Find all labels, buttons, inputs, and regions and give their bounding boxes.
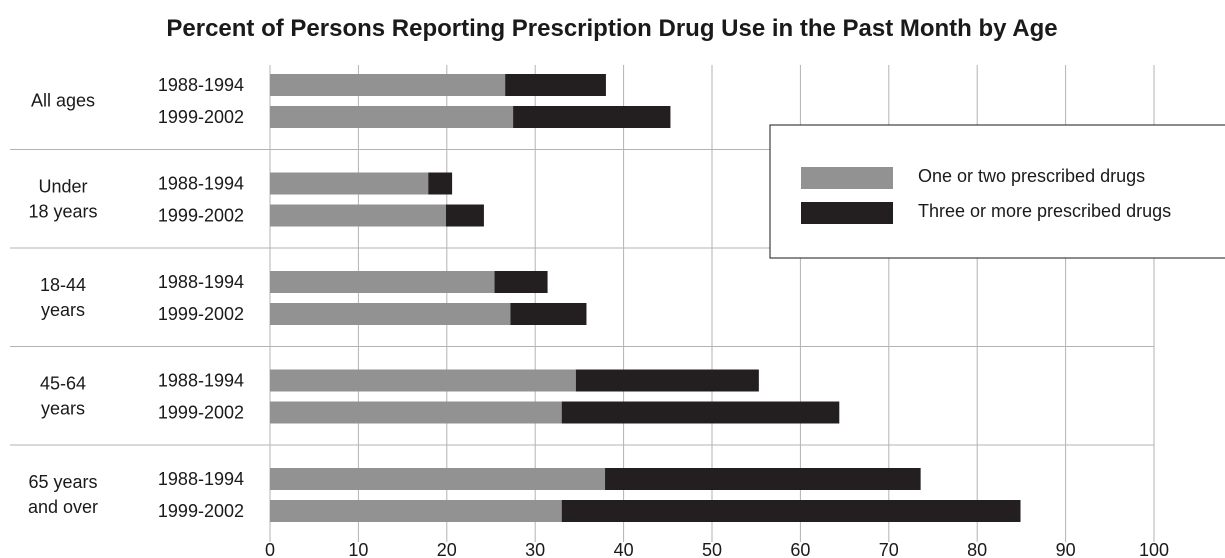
legend-swatch-one-or-two bbox=[801, 167, 893, 189]
group-label: All ages bbox=[31, 90, 95, 110]
x-tick-label: 30 bbox=[525, 540, 545, 558]
period-label: 1988-1994 bbox=[158, 371, 244, 391]
group-labels: All ages Under 18 years 18-44 years 45-64 year… bbox=[28, 90, 98, 517]
group-label-line: 18 years bbox=[28, 201, 97, 221]
bar-segment-three-or-more bbox=[445, 204, 484, 227]
bar-segment-three-or-more bbox=[428, 172, 453, 195]
bar-segment-three-or-more bbox=[494, 271, 548, 293]
period-label: 1999-2002 bbox=[158, 403, 244, 423]
x-axis-tick-labels: 0 10 20 30 40 50 60 70 80 90 100 bbox=[265, 540, 1169, 558]
period-label: 1988-1994 bbox=[158, 469, 244, 489]
bars bbox=[270, 74, 1021, 522]
bar-segment-one-or-two bbox=[270, 401, 562, 424]
x-tick-label: 60 bbox=[790, 540, 810, 558]
group-label-line: 18-44 bbox=[40, 275, 86, 295]
group-label-line: 45-64 bbox=[40, 373, 86, 393]
x-tick-label: 20 bbox=[437, 540, 457, 558]
group-label-line: years bbox=[41, 300, 85, 320]
group-label-line: years bbox=[41, 398, 85, 418]
x-tick-label: 70 bbox=[879, 540, 899, 558]
bar-segment-three-or-more bbox=[561, 401, 840, 424]
legend-label-one-or-two: One or two prescribed drugs bbox=[918, 166, 1145, 186]
group-label: 65 years and over bbox=[28, 472, 98, 517]
group-label-line: and over bbox=[28, 497, 98, 517]
legend-box bbox=[769, 124, 1225, 259]
x-tick-label: 90 bbox=[1056, 540, 1076, 558]
period-label: 1999-2002 bbox=[158, 501, 244, 521]
bar-segment-one-or-two bbox=[270, 74, 506, 96]
x-tick-label: 10 bbox=[348, 540, 368, 558]
bar-segment-three-or-more bbox=[505, 74, 606, 96]
group-label: Under 18 years bbox=[28, 176, 97, 221]
bar-segment-one-or-two bbox=[270, 204, 446, 227]
legend-swatch-three-or-more bbox=[801, 202, 893, 224]
legend-label-three-or-more: Three or more prescribed drugs bbox=[918, 201, 1171, 221]
chart-title: Percent of Persons Reporting Prescriptio… bbox=[166, 15, 1057, 42]
period-labels: 1988-1994 1999-2002 1988-1994 1999-2002 1988… bbox=[158, 75, 244, 521]
group-label-line: Under bbox=[38, 176, 87, 196]
x-tick-label: 40 bbox=[614, 540, 634, 558]
period-label: 1988-1994 bbox=[158, 174, 244, 194]
x-tick-label: 0 bbox=[265, 540, 275, 558]
bar-segment-three-or-more bbox=[575, 369, 759, 392]
bar-segment-one-or-two bbox=[270, 303, 511, 325]
bar-segment-one-or-two bbox=[270, 172, 429, 195]
bar-segment-one-or-two bbox=[270, 468, 606, 490]
group-label: 45-64 years bbox=[40, 373, 86, 418]
group-label: 18-44 years bbox=[40, 275, 86, 320]
bar-segment-one-or-two bbox=[270, 271, 495, 293]
bar-segment-one-or-two bbox=[270, 369, 576, 392]
bar-segment-three-or-more bbox=[513, 106, 671, 128]
bar-segment-three-or-more bbox=[510, 303, 587, 325]
x-tick-label: 50 bbox=[702, 540, 722, 558]
legend: One or two prescribed drugs Three or mor… bbox=[769, 124, 1225, 259]
group-label-line: 65 years bbox=[28, 472, 97, 492]
period-label: 1988-1994 bbox=[158, 272, 244, 292]
bar-segment-three-or-more bbox=[561, 500, 1021, 522]
bar-segment-three-or-more bbox=[605, 468, 921, 490]
bar-segment-one-or-two bbox=[270, 500, 562, 522]
period-label: 1999-2002 bbox=[158, 206, 244, 226]
x-tick-label: 100 bbox=[1139, 540, 1169, 558]
period-label: 1988-1994 bbox=[158, 75, 244, 95]
bar-segment-one-or-two bbox=[270, 106, 514, 128]
period-label: 1999-2002 bbox=[158, 107, 244, 127]
group-label-line: All ages bbox=[31, 90, 95, 110]
period-label: 1999-2002 bbox=[158, 304, 244, 324]
x-tick-label: 80 bbox=[967, 540, 987, 558]
